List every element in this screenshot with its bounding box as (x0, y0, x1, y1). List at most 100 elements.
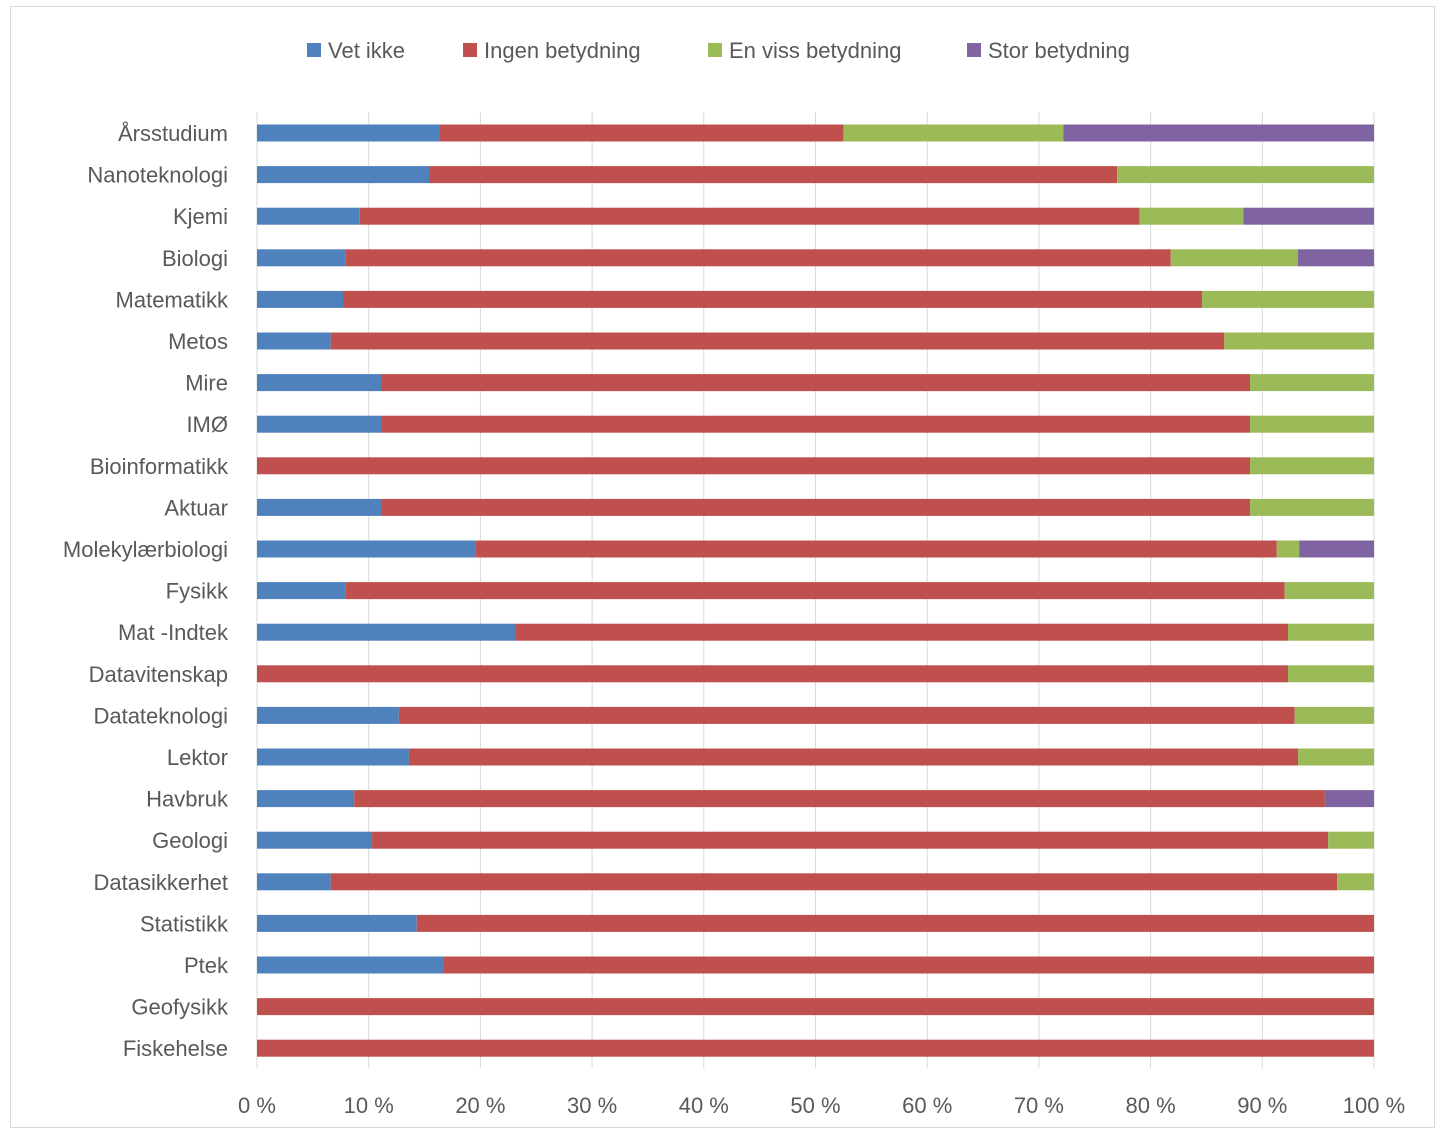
category-label: Mire (185, 371, 228, 396)
bar-segment (1298, 249, 1374, 267)
category-label: Årsstudium (118, 121, 228, 146)
bar-segment (1250, 374, 1374, 392)
bar-segment (380, 498, 1251, 516)
bar-segment (359, 207, 1140, 225)
bar-segment (257, 582, 346, 600)
bar-segment (1287, 623, 1374, 641)
bar-segment (416, 914, 1375, 932)
x-tick-label: 90 % (1237, 1093, 1287, 1118)
bar-segment (257, 332, 331, 350)
bar-segment (1250, 415, 1374, 433)
x-tick-label: 60 % (902, 1093, 952, 1118)
bar-segment (380, 374, 1251, 392)
bar-segment (257, 956, 444, 974)
bar-segment (443, 956, 1374, 974)
category-label: Biologi (162, 246, 228, 271)
bar-segment (257, 498, 381, 516)
bar-segment (257, 623, 516, 641)
bar-segment (1117, 166, 1374, 184)
bar-segment (257, 540, 476, 558)
bar-segment (1284, 582, 1374, 600)
bar-segment (257, 249, 346, 267)
bar-segment (345, 582, 1285, 600)
bar-segment (1276, 540, 1300, 558)
value-axis: 0 % 10 % 20 % 30 % 40 % 50 % 60 % 70 % 80 % 90 % 1… (238, 1093, 1405, 1118)
category-label: Datasikkerhet (93, 870, 228, 895)
category-label: Ptek (184, 953, 229, 978)
chart-frame (10, 6, 1435, 1128)
category-label: Datavitenskap (89, 662, 228, 687)
category-label: Statistikk (140, 911, 229, 936)
legend-swatch (708, 43, 722, 57)
legend-label: Stor betydning (988, 38, 1130, 63)
legend-swatch (307, 43, 321, 57)
category-label: Bioinformatikk (90, 454, 229, 479)
bar-segment (1299, 540, 1374, 558)
category-label: Kjemi (173, 204, 228, 229)
bar-segment (257, 457, 1251, 475)
category-label: Nanoteknologi (87, 163, 228, 188)
legend-swatch (967, 43, 981, 57)
bar-segment (257, 706, 399, 724)
x-tick-label: 20 % (455, 1093, 505, 1118)
bar-segment (408, 748, 1299, 766)
bar-segment (257, 914, 417, 932)
bar-segment (372, 831, 1329, 849)
bar-segment (475, 540, 1277, 558)
bar-segment (380, 415, 1251, 433)
legend-label: En viss betydning (729, 38, 901, 63)
bars-layer (257, 124, 1375, 1057)
bar-segment (1170, 249, 1299, 267)
category-label: IMØ (186, 412, 228, 437)
bar-segment (257, 166, 430, 184)
bar-segment (257, 124, 440, 142)
category-label: Aktuar (164, 495, 228, 520)
bar-segment (345, 249, 1171, 267)
x-tick-label: 40 % (679, 1093, 729, 1118)
x-tick-label: 10 % (344, 1093, 394, 1118)
x-tick-label: 0 % (238, 1093, 276, 1118)
bar-segment (398, 706, 1295, 724)
bar-segment (330, 332, 1225, 350)
bar-segment (354, 790, 1325, 808)
category-label: Molekylærbiologi (63, 537, 228, 562)
bar-segment (257, 415, 381, 433)
x-tick-label: 50 % (790, 1093, 840, 1118)
bar-segment (1324, 790, 1374, 808)
bar-segment (1250, 498, 1374, 516)
x-tick-label: 30 % (567, 1093, 617, 1118)
bar-segment (515, 623, 1288, 641)
x-tick-label: 80 % (1126, 1093, 1176, 1118)
category-label: Metos (168, 329, 228, 354)
category-label: Lektor (167, 745, 228, 770)
bar-segment (439, 124, 844, 142)
bar-segment (257, 665, 1288, 683)
legend-label: Vet ikke (328, 38, 405, 63)
bar-segment (1063, 124, 1374, 142)
bar-segment (257, 998, 1374, 1016)
x-tick-label: 70 % (1014, 1093, 1064, 1118)
category-label: Matematikk (116, 287, 229, 312)
bar-segment (1337, 873, 1374, 891)
bar-segment (1224, 332, 1374, 350)
legend-label: Ingen betydning (484, 38, 641, 63)
bar-segment (843, 124, 1064, 142)
category-label: Geologi (152, 828, 228, 853)
bar-segment (1201, 290, 1374, 308)
category-axis: Årsstudium Nanoteknologi Kjemi Biologi Matem… (63, 121, 229, 1061)
category-label: Mat -Indtek (118, 620, 229, 645)
bar-segment (257, 748, 409, 766)
bar-segment (1139, 207, 1244, 225)
bar-segment (257, 290, 344, 308)
x-tick-label: 100 % (1343, 1093, 1405, 1118)
bar-segment (429, 166, 1118, 184)
category-label: Datateknologi (93, 703, 228, 728)
legend: Vet ikke Ingen betydning En viss betydning… (307, 38, 1130, 63)
bar-segment (257, 207, 360, 225)
bar-segment (343, 290, 1202, 308)
bar-segment (1287, 665, 1374, 683)
bar-segment (1250, 457, 1374, 475)
bar-segment (257, 873, 331, 891)
bar-segment (257, 1039, 1374, 1057)
